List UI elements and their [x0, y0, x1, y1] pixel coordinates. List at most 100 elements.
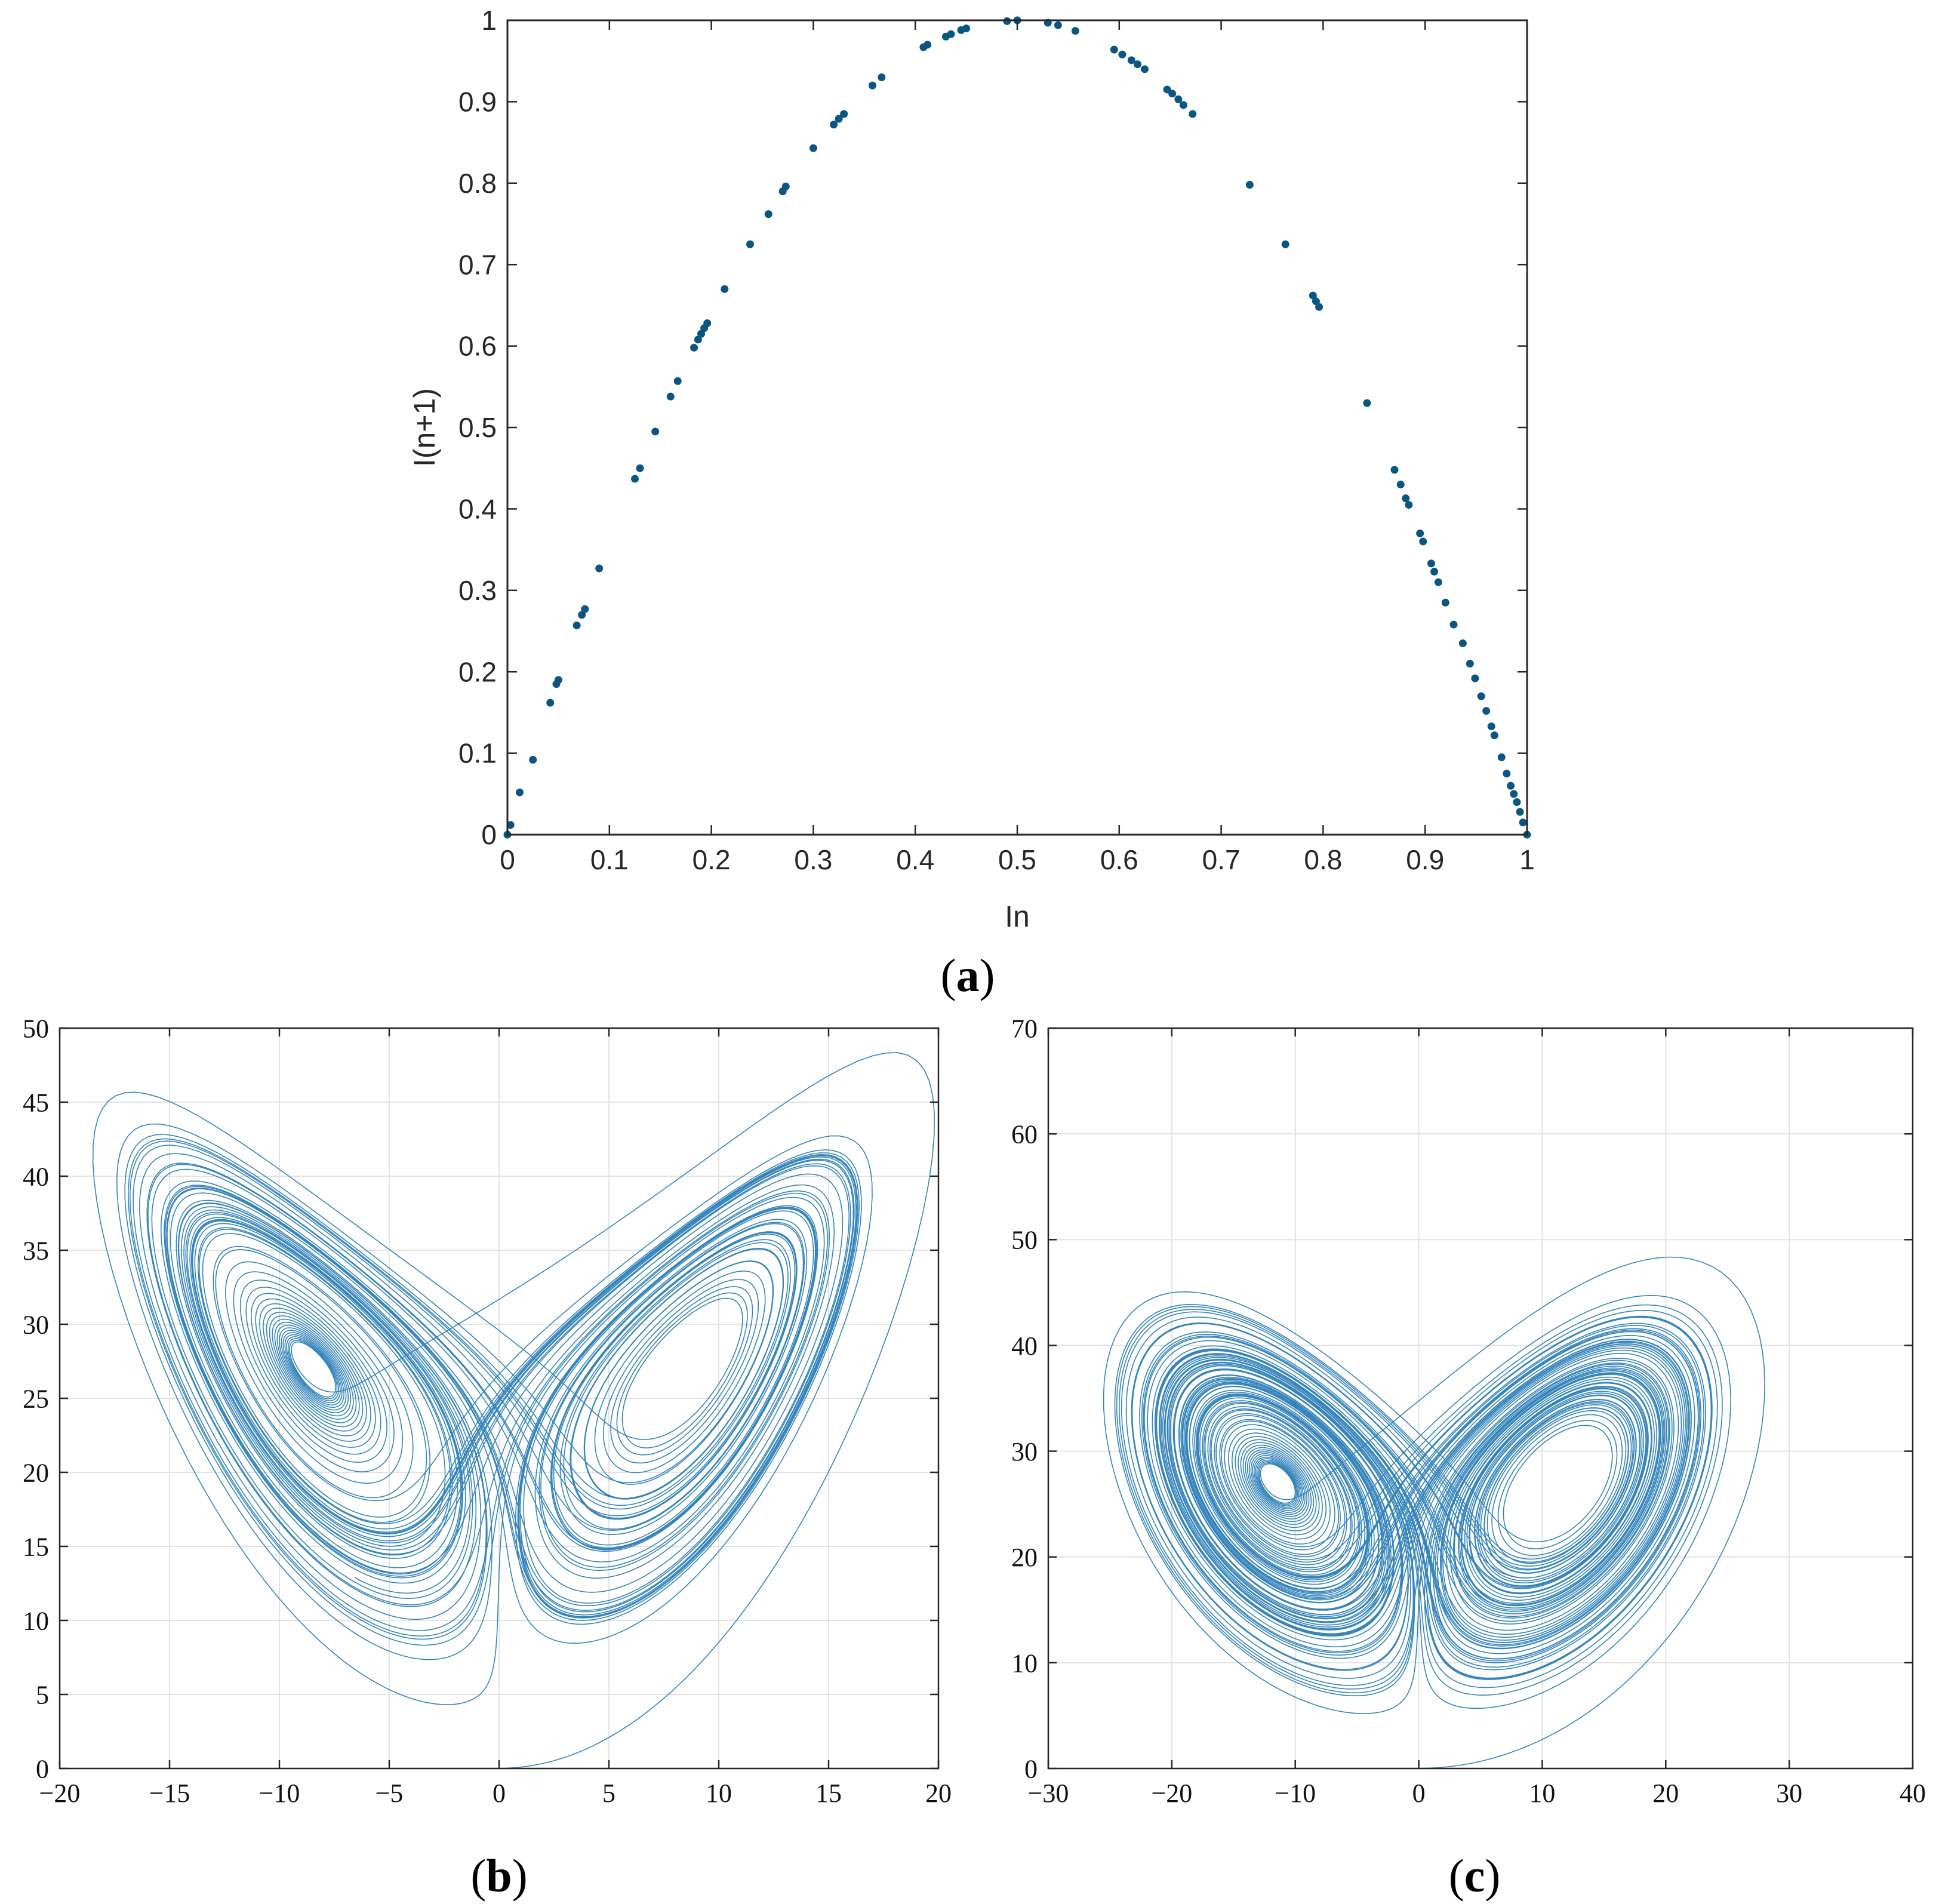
panel-c-ticks: −30 −20 −10 0 10 20 30 40 0 10 20 30 40 50 60 70 [1011, 1014, 1926, 1808]
panel-a-ticks: 0 0.1 0.2 0.3 0.4 0.5 0.6 0.7 0.8 0.9 1 0 0.1 0.2 0.3 0… [458, 5, 1535, 875]
panel-b-caption-letter: b [486, 1850, 512, 1902]
data-point [1110, 45, 1118, 54]
data-point [631, 475, 639, 483]
x-tick-label: −10 [259, 1779, 300, 1808]
data-point [1134, 60, 1142, 69]
data-point [1503, 770, 1511, 778]
x-tick-label: 0 [1412, 1779, 1426, 1808]
x-tick-label: 0.6 [1100, 844, 1138, 875]
y-tick-label: 70 [1011, 1014, 1038, 1043]
data-point [1141, 65, 1149, 73]
data-point [868, 81, 876, 90]
data-point [1487, 722, 1495, 731]
data-point [764, 210, 772, 219]
data-point [673, 377, 682, 385]
data-point [1118, 50, 1126, 59]
data-point [666, 392, 675, 401]
panel-c-caption: (c) [1449, 1850, 1501, 1902]
x-tick-label: 15 [815, 1779, 842, 1808]
panel-b-axes-box [59, 1027, 940, 1770]
panel-a-x-axis-label: In [1005, 900, 1030, 933]
y-tick-label: 25 [23, 1384, 49, 1413]
data-point [1054, 21, 1062, 29]
data-point [506, 821, 515, 829]
x-tick-label: 20 [925, 1779, 952, 1808]
x-tick-label: 20 [1652, 1779, 1679, 1808]
y-tick-label: 30 [23, 1310, 49, 1339]
panel-a-return-map: 0 0.1 0.2 0.3 0.4 0.5 0.6 0.7 0.8 0.9 1 0 0.1 0.2 0.3 0… [408, 5, 1535, 1001]
data-point [595, 564, 604, 573]
data-point [1416, 529, 1424, 537]
x-tick-label: 0.8 [1304, 844, 1342, 875]
x-tick-label: 0.4 [896, 844, 934, 875]
y-tick-label: 0.8 [458, 168, 497, 199]
y-tick-label: 45 [23, 1088, 49, 1117]
panel-b-series [92, 1052, 935, 1768]
panel-a-caption-letter: a [956, 949, 980, 1001]
y-tick-label: 1 [481, 5, 497, 36]
data-point [1245, 181, 1254, 189]
data-point [1309, 291, 1317, 300]
data-point [1430, 567, 1439, 576]
y-tick-label: 10 [1011, 1648, 1038, 1678]
data-point [651, 427, 660, 436]
y-tick-label: 0 [481, 819, 497, 850]
data-point [1127, 56, 1135, 64]
x-tick-label: 30 [1776, 1779, 1802, 1808]
x-tick-label: 10 [706, 1779, 732, 1808]
data-point [1441, 598, 1449, 607]
panel-c-series [1103, 1256, 1765, 1768]
data-point [962, 24, 971, 33]
data-point [697, 330, 706, 338]
x-tick-label: −20 [39, 1779, 81, 1808]
data-point [1396, 480, 1405, 488]
x-tick-label: 1 [1519, 844, 1535, 875]
series-line [92, 1052, 935, 1768]
x-tick-label: 0.7 [1202, 844, 1241, 875]
y-tick-label: 0.6 [458, 331, 497, 362]
data-point [721, 285, 729, 293]
x-tick-label: 0.9 [1406, 844, 1444, 875]
data-point [835, 115, 843, 123]
data-point [1179, 101, 1187, 109]
data-point [830, 121, 838, 129]
y-tick-label: 0.2 [458, 656, 497, 687]
panel-b-ticks: −20 −15 −10 −5 0 5 10 15 20 0 5 10 15 20 25 30 35 40 45 50 [23, 1014, 952, 1808]
panel-a-caption-open: ( [941, 949, 956, 1001]
y-tick-label: 0.5 [458, 412, 497, 443]
data-point [1482, 707, 1491, 715]
y-tick-label: 0 [1024, 1754, 1038, 1783]
data-point [636, 464, 644, 472]
data-point [1390, 466, 1399, 474]
x-tick-label: 0.5 [998, 844, 1036, 875]
x-tick-label: −20 [1151, 1779, 1192, 1808]
data-point [1427, 559, 1435, 568]
x-tick-label: 0 [500, 844, 515, 875]
x-tick-label: 0.3 [794, 844, 832, 875]
panel-b-caption-close: ) [512, 1850, 528, 1902]
data-point [947, 30, 955, 38]
data-point [515, 788, 524, 796]
x-tick-label: −30 [1028, 1779, 1069, 1808]
data-point [1281, 240, 1289, 248]
data-point [581, 605, 589, 613]
data-point [1174, 95, 1183, 103]
series-line [1103, 1256, 1765, 1768]
panel-a-axes-box [506, 19, 1528, 836]
y-tick-label: 0.4 [458, 494, 497, 525]
data-point [878, 73, 886, 81]
data-point [1419, 537, 1427, 546]
data-point [1363, 399, 1371, 407]
y-tick-label: 0 [36, 1754, 49, 1783]
data-point [1449, 620, 1458, 629]
x-tick-label: 0 [493, 1779, 506, 1808]
x-tick-label: 40 [1900, 1779, 1926, 1808]
data-point [924, 41, 932, 49]
y-tick-label: 10 [23, 1606, 49, 1635]
panel-c-caption-letter: c [1464, 1850, 1485, 1902]
data-point [1312, 297, 1320, 306]
y-tick-label: 5 [36, 1680, 49, 1709]
y-tick-label: 50 [23, 1014, 49, 1043]
y-tick-label: 35 [23, 1236, 49, 1265]
